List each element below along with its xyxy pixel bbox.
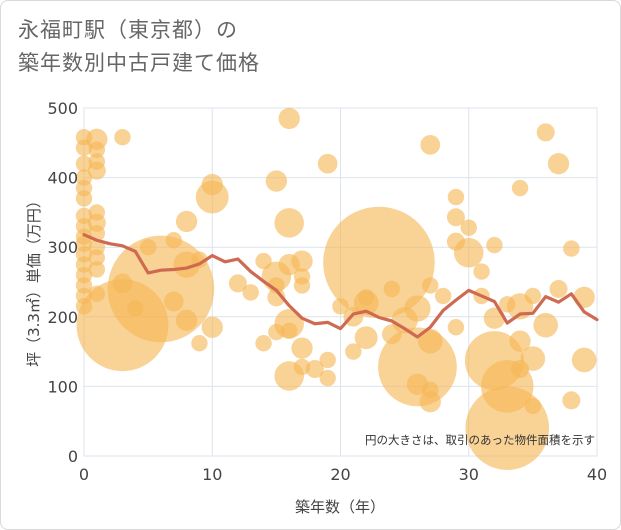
chart-title-line1: 永福町駅（東京都）の [18,18,238,42]
x-tick-label: 40 [587,465,607,484]
bubble-point[interactable] [255,335,272,352]
bubble-point[interactable] [563,240,580,257]
bubble-point[interactable] [319,351,336,369]
bubble-point[interactable] [195,180,229,214]
bubble-point[interactable] [319,369,336,387]
x-axis-label: 築年数（年） [295,498,385,516]
bubble-point[interactable] [87,161,106,180]
x-tick-label: 20 [330,465,350,484]
bubble-point[interactable] [520,346,546,371]
y-axis-label: 坪（3.3㎡）単価（万円） [25,193,43,367]
bubble-point[interactable] [317,153,338,174]
bubble-point[interactable] [88,249,106,266]
bubble-point[interactable] [191,335,208,352]
bubble-point[interactable] [524,397,542,415]
bubble-point[interactable] [267,288,286,307]
bubble-layer [75,107,597,470]
bubble-point[interactable] [549,279,568,298]
bubble-point[interactable] [422,277,439,294]
chart-title-line2: 築年数別中古戸建て価格 [18,51,260,75]
bubble-point[interactable] [573,286,595,308]
y-tick-label: 500 [47,99,78,118]
bubble-point[interactable] [460,219,477,236]
bubble-point[interactable] [453,238,484,268]
bubble-point[interactable] [434,287,452,305]
bubble-point[interactable] [175,210,198,233]
y-tick-label: 200 [47,308,78,327]
bubble-point[interactable] [447,319,465,336]
bubble-point[interactable] [571,347,597,373]
y-tick-label: 100 [47,377,78,396]
bubble-point[interactable] [291,250,313,272]
y-tick-label: 400 [47,169,78,188]
bubble-point[interactable] [536,123,555,142]
bubble-point[interactable] [420,135,441,155]
trend-line-layer [82,233,599,339]
bubble-point[interactable] [383,280,400,298]
bubble-point[interactable] [242,284,259,301]
bubble-point[interactable] [511,179,529,197]
x-tick-label: 30 [459,465,479,484]
bubble-point[interactable] [354,326,378,350]
bubble-point[interactable] [165,232,182,249]
bubble-point[interactable] [483,307,506,329]
bubble-point[interactable] [404,295,431,322]
bubble-point[interactable] [265,170,288,192]
bubble-point[interactable] [274,208,304,238]
bubble-point[interactable] [419,391,441,413]
bubble-point[interactable] [114,129,131,146]
bubble-size-note: 円の大きさは、取引のあった物件面積を示す [365,433,595,447]
bubble-point[interactable] [562,391,581,410]
bubble-point[interactable] [175,309,198,331]
bubble-point[interactable] [447,188,465,206]
bubble-point[interactable] [75,190,93,207]
bubble-point[interactable] [345,343,362,360]
x-tick-label: 0 [79,465,89,484]
chart-title: 永福町駅（東京都）の 築年数別中古戸建て価格 [18,14,260,80]
bubble-point[interactable] [524,287,542,305]
bubble-point[interactable] [88,141,106,158]
bubble-point[interactable] [547,153,570,175]
bubble-point[interactable] [509,330,531,352]
bubble-point[interactable] [163,291,184,312]
average-price-line [82,233,599,339]
bubble-point[interactable] [75,155,93,172]
bubble-point[interactable] [278,107,300,130]
bubble-point[interactable] [88,261,106,278]
bubble-point[interactable] [533,312,558,338]
bubble-point[interactable] [486,236,503,254]
bubble-point[interactable] [323,206,435,319]
bubble-point[interactable] [201,316,223,338]
bubble-point[interactable] [281,322,298,339]
bubble-point[interactable] [473,263,490,280]
y-tick-label: 300 [47,238,78,257]
bubble-point[interactable] [446,208,465,227]
bubble-point[interactable] [417,328,443,354]
bubble-point[interactable] [291,337,313,359]
bubble-point[interactable] [305,359,324,379]
y-tick-label: 0 [68,447,78,466]
x-tick-label: 10 [202,465,222,484]
bubble-point[interactable] [293,277,311,294]
bubble-point[interactable] [228,274,247,293]
